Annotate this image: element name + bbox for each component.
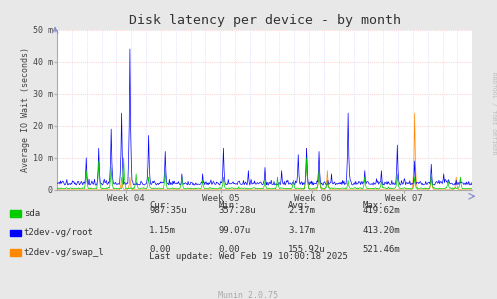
Text: 357.28u: 357.28u <box>219 207 256 216</box>
Text: 419.62m: 419.62m <box>363 207 401 216</box>
Text: Max:: Max: <box>363 201 384 210</box>
Text: Munin 2.0.75: Munin 2.0.75 <box>219 291 278 299</box>
Text: t2dev-vg/root: t2dev-vg/root <box>24 228 94 237</box>
Text: Last update: Wed Feb 19 10:00:18 2025: Last update: Wed Feb 19 10:00:18 2025 <box>149 252 348 261</box>
Text: Cur:: Cur: <box>149 201 170 210</box>
Text: 1.15m: 1.15m <box>149 226 176 235</box>
Text: Avg:: Avg: <box>288 201 310 210</box>
Text: 2.17m: 2.17m <box>288 207 315 216</box>
Text: sda: sda <box>24 209 40 218</box>
Text: 155.92u: 155.92u <box>288 245 326 254</box>
Text: 99.07u: 99.07u <box>219 226 251 235</box>
Text: 987.35u: 987.35u <box>149 207 187 216</box>
Text: 0.00: 0.00 <box>219 245 240 254</box>
Text: 3.17m: 3.17m <box>288 226 315 235</box>
Text: RRDTOOL / TOBI OETIKER: RRDTOOL / TOBI OETIKER <box>491 72 496 155</box>
Text: t2dev-vg/swap_l: t2dev-vg/swap_l <box>24 248 104 257</box>
Text: 0.00: 0.00 <box>149 245 170 254</box>
Text: 413.20m: 413.20m <box>363 226 401 235</box>
Text: Min:: Min: <box>219 201 240 210</box>
Text: 521.46m: 521.46m <box>363 245 401 254</box>
Title: Disk latency per device - by month: Disk latency per device - by month <box>129 14 401 27</box>
Y-axis label: Average IO Wait (seconds): Average IO Wait (seconds) <box>21 47 30 173</box>
